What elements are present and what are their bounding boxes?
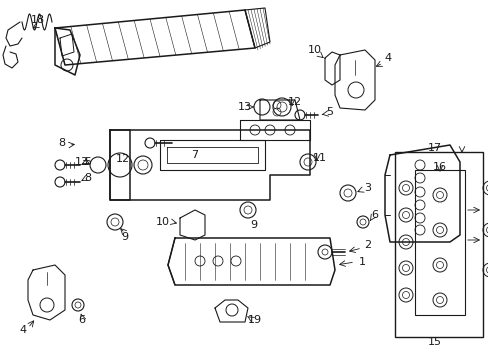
Text: 16: 16 — [432, 162, 446, 172]
Bar — [414, 170, 464, 315]
Text: 6: 6 — [371, 210, 378, 220]
Text: 5: 5 — [84, 157, 91, 167]
Text: 12: 12 — [287, 97, 302, 107]
Text: 3: 3 — [364, 183, 371, 193]
Text: 4: 4 — [20, 325, 26, 335]
Text: 17: 17 — [427, 143, 441, 153]
Text: 9: 9 — [250, 220, 257, 230]
Text: 13: 13 — [238, 102, 251, 112]
Text: 7: 7 — [191, 150, 198, 160]
Text: 5: 5 — [326, 107, 333, 117]
Text: 8: 8 — [84, 173, 91, 183]
Text: 12: 12 — [116, 154, 130, 164]
Bar — [394, 152, 482, 337]
Text: 1: 1 — [358, 257, 365, 267]
Text: 6: 6 — [79, 315, 85, 325]
Text: 10: 10 — [307, 45, 321, 55]
Text: 15: 15 — [427, 337, 441, 347]
Text: 11: 11 — [312, 153, 326, 163]
Text: 13: 13 — [75, 157, 89, 167]
Text: 18: 18 — [31, 15, 45, 25]
Text: 4: 4 — [384, 53, 391, 63]
Text: 19: 19 — [247, 315, 262, 325]
Text: 9: 9 — [121, 232, 128, 242]
Text: 10: 10 — [156, 217, 170, 227]
Text: 8: 8 — [59, 138, 65, 148]
Text: 2: 2 — [364, 240, 371, 250]
